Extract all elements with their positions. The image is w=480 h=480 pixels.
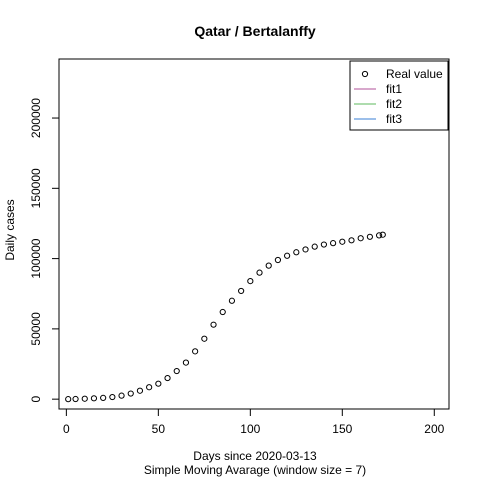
data-point <box>118 392 125 399</box>
x-tick-label: 0 <box>63 422 70 436</box>
data-point <box>65 396 72 403</box>
x-axis: 0 50 100 150 200 <box>63 408 445 436</box>
data-point <box>339 238 346 245</box>
data-point <box>256 269 263 276</box>
x-axis-sublabel: Simple Moving Avarage (window size = 7) <box>144 463 366 477</box>
data-point <box>357 235 364 242</box>
x-tick-label: 200 <box>424 422 444 436</box>
data-point <box>293 249 300 256</box>
data-point <box>274 256 282 264</box>
data-point <box>320 241 328 248</box>
data-point <box>302 246 309 253</box>
data-point <box>238 287 245 295</box>
data-point <box>81 395 88 402</box>
data-point <box>201 335 208 342</box>
y-tick-label: 200000 <box>29 98 43 138</box>
data-point <box>247 277 254 285</box>
data-point <box>136 387 144 394</box>
y-axis: 0 50000 100000 150000 200000 <box>29 98 60 403</box>
legend-label: fit3 <box>386 112 402 126</box>
data-point <box>284 252 291 259</box>
data-point <box>146 384 153 391</box>
x-tick-label: 50 <box>152 422 166 436</box>
data-point <box>173 367 180 375</box>
data-point <box>228 297 236 304</box>
chart-title: Qatar / Bertalanffy <box>194 23 316 39</box>
y-tick-label: 150000 <box>29 168 43 208</box>
data-point <box>127 390 134 397</box>
x-tick-label: 100 <box>240 422 260 436</box>
data-point <box>379 231 386 238</box>
data-point <box>265 262 272 269</box>
data-point <box>210 321 217 328</box>
data-point <box>109 393 116 401</box>
data-point <box>90 395 98 402</box>
data-points <box>65 231 386 403</box>
legend-label: Real value <box>386 67 443 81</box>
data-point <box>72 395 79 403</box>
data-point <box>375 232 383 239</box>
y-tick-label: 100000 <box>29 238 43 278</box>
legend-label: fit1 <box>386 82 402 96</box>
data-point <box>219 308 226 316</box>
data-point <box>330 240 337 247</box>
legend-symbol-circle <box>361 70 369 78</box>
data-point <box>311 243 318 250</box>
data-point <box>366 233 373 240</box>
data-point <box>348 237 355 244</box>
legend-label: fit2 <box>386 97 402 111</box>
data-point <box>155 380 162 387</box>
data-point <box>164 374 171 382</box>
y-axis-label: Daily cases <box>3 199 17 260</box>
x-tick-label: 150 <box>332 422 352 436</box>
data-point <box>192 348 199 355</box>
data-point <box>182 359 190 366</box>
x-axis-label: Days since 2020-03-13 <box>193 449 317 463</box>
y-tick-label: 50000 <box>29 312 43 346</box>
data-point <box>100 394 107 401</box>
y-tick-label: 0 <box>29 396 43 403</box>
